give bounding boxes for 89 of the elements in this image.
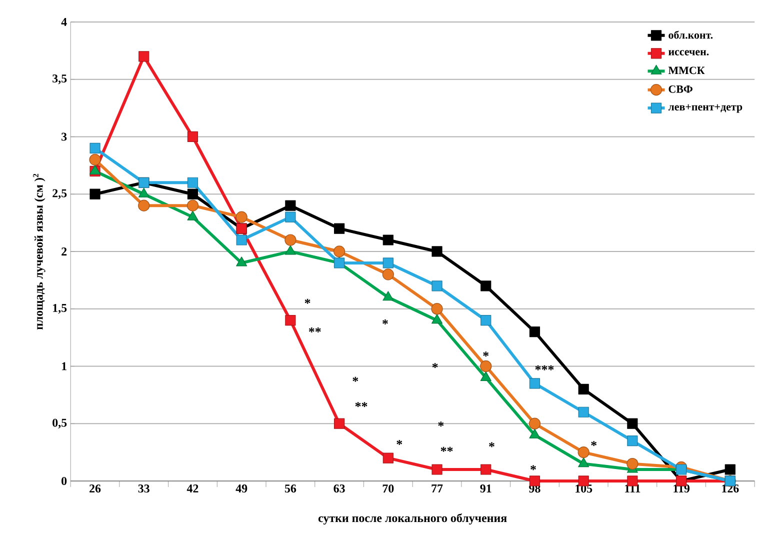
point (627, 436, 638, 446)
point (432, 280, 442, 292)
y-tick-label: 0 (62, 476, 67, 486)
point (334, 418, 345, 429)
point (382, 268, 394, 280)
point (480, 315, 492, 326)
point (187, 131, 198, 142)
point (89, 154, 101, 166)
point (724, 464, 736, 475)
point (334, 223, 345, 234)
legend-label: обл.конт. (668, 30, 713, 39)
x-tick-label: 42 (186, 484, 198, 492)
y-tick-label: 2 (62, 248, 67, 256)
point (480, 371, 492, 382)
annotation: * (304, 298, 310, 304)
point (236, 211, 248, 223)
y-tick-label: 1 (62, 362, 66, 370)
point (187, 210, 198, 220)
point (187, 177, 198, 188)
annotation: * (530, 465, 536, 470)
x-axis-title: сутки после локального облучения (318, 513, 507, 525)
annotation: ** (355, 402, 368, 408)
y-tick-label: 1,5 (53, 304, 67, 314)
x-tick-label: 33 (138, 484, 150, 493)
y-tick-label: 3,5 (52, 74, 67, 84)
legend-label: СВФ (668, 85, 692, 93)
point (431, 303, 443, 315)
annotation: ** (440, 446, 453, 452)
point (529, 326, 540, 338)
y-tick-label: 3 (62, 132, 67, 141)
point (382, 234, 394, 246)
legend-label: иссечен. (668, 50, 709, 56)
x-tick-label: 49 (236, 484, 248, 493)
point (138, 200, 150, 212)
point (382, 258, 394, 268)
point (285, 212, 296, 222)
point (627, 418, 638, 429)
legend-label: ММСК (668, 66, 705, 74)
point (382, 291, 394, 301)
legend-label: лев+пент+детр (668, 104, 742, 113)
point (90, 188, 100, 200)
point (480, 464, 492, 475)
x-tick-label: 26 (90, 484, 101, 493)
y-tick-label: 0,5 (52, 418, 67, 429)
point (432, 314, 443, 324)
annotation: * (489, 442, 494, 448)
point (578, 384, 589, 394)
annotation: * (483, 352, 489, 357)
point (578, 406, 589, 418)
annotation: * (438, 422, 444, 427)
x-tick-label: 70 (382, 484, 394, 493)
point (285, 200, 296, 211)
x-tick-label: 63 (334, 484, 345, 493)
point (432, 464, 442, 475)
point (528, 418, 541, 430)
point (480, 360, 492, 372)
point (187, 188, 198, 200)
x-tick-label: 77 (432, 484, 443, 492)
annotation: ** (308, 328, 321, 332)
point (186, 200, 199, 212)
point (432, 246, 442, 257)
y-axis-title: площадь лучевой язвы (см )$^{2}$ (33, 174, 46, 330)
annotation: * (382, 320, 388, 324)
point (138, 188, 150, 198)
point (382, 452, 394, 464)
annotation: * (396, 440, 402, 445)
point (480, 280, 492, 292)
point (578, 457, 590, 468)
point (138, 51, 150, 62)
annotation: * (432, 363, 438, 368)
y-tick-label: 4 (61, 18, 67, 26)
point (90, 142, 100, 154)
x-tick-label: 56 (284, 484, 296, 493)
point (529, 476, 540, 486)
annotation: * (591, 441, 597, 446)
point (333, 246, 346, 258)
y-tick-label: 2,5 (52, 189, 67, 199)
x-tick-label: 91 (480, 484, 492, 493)
point (529, 428, 540, 438)
annotation: *** (535, 365, 554, 370)
point (529, 378, 540, 389)
point (236, 234, 247, 246)
annotation: * (352, 376, 358, 382)
point (626, 458, 638, 470)
point (285, 315, 296, 326)
point (284, 234, 296, 246)
point (284, 245, 296, 255)
point (578, 446, 590, 458)
point (236, 256, 248, 266)
